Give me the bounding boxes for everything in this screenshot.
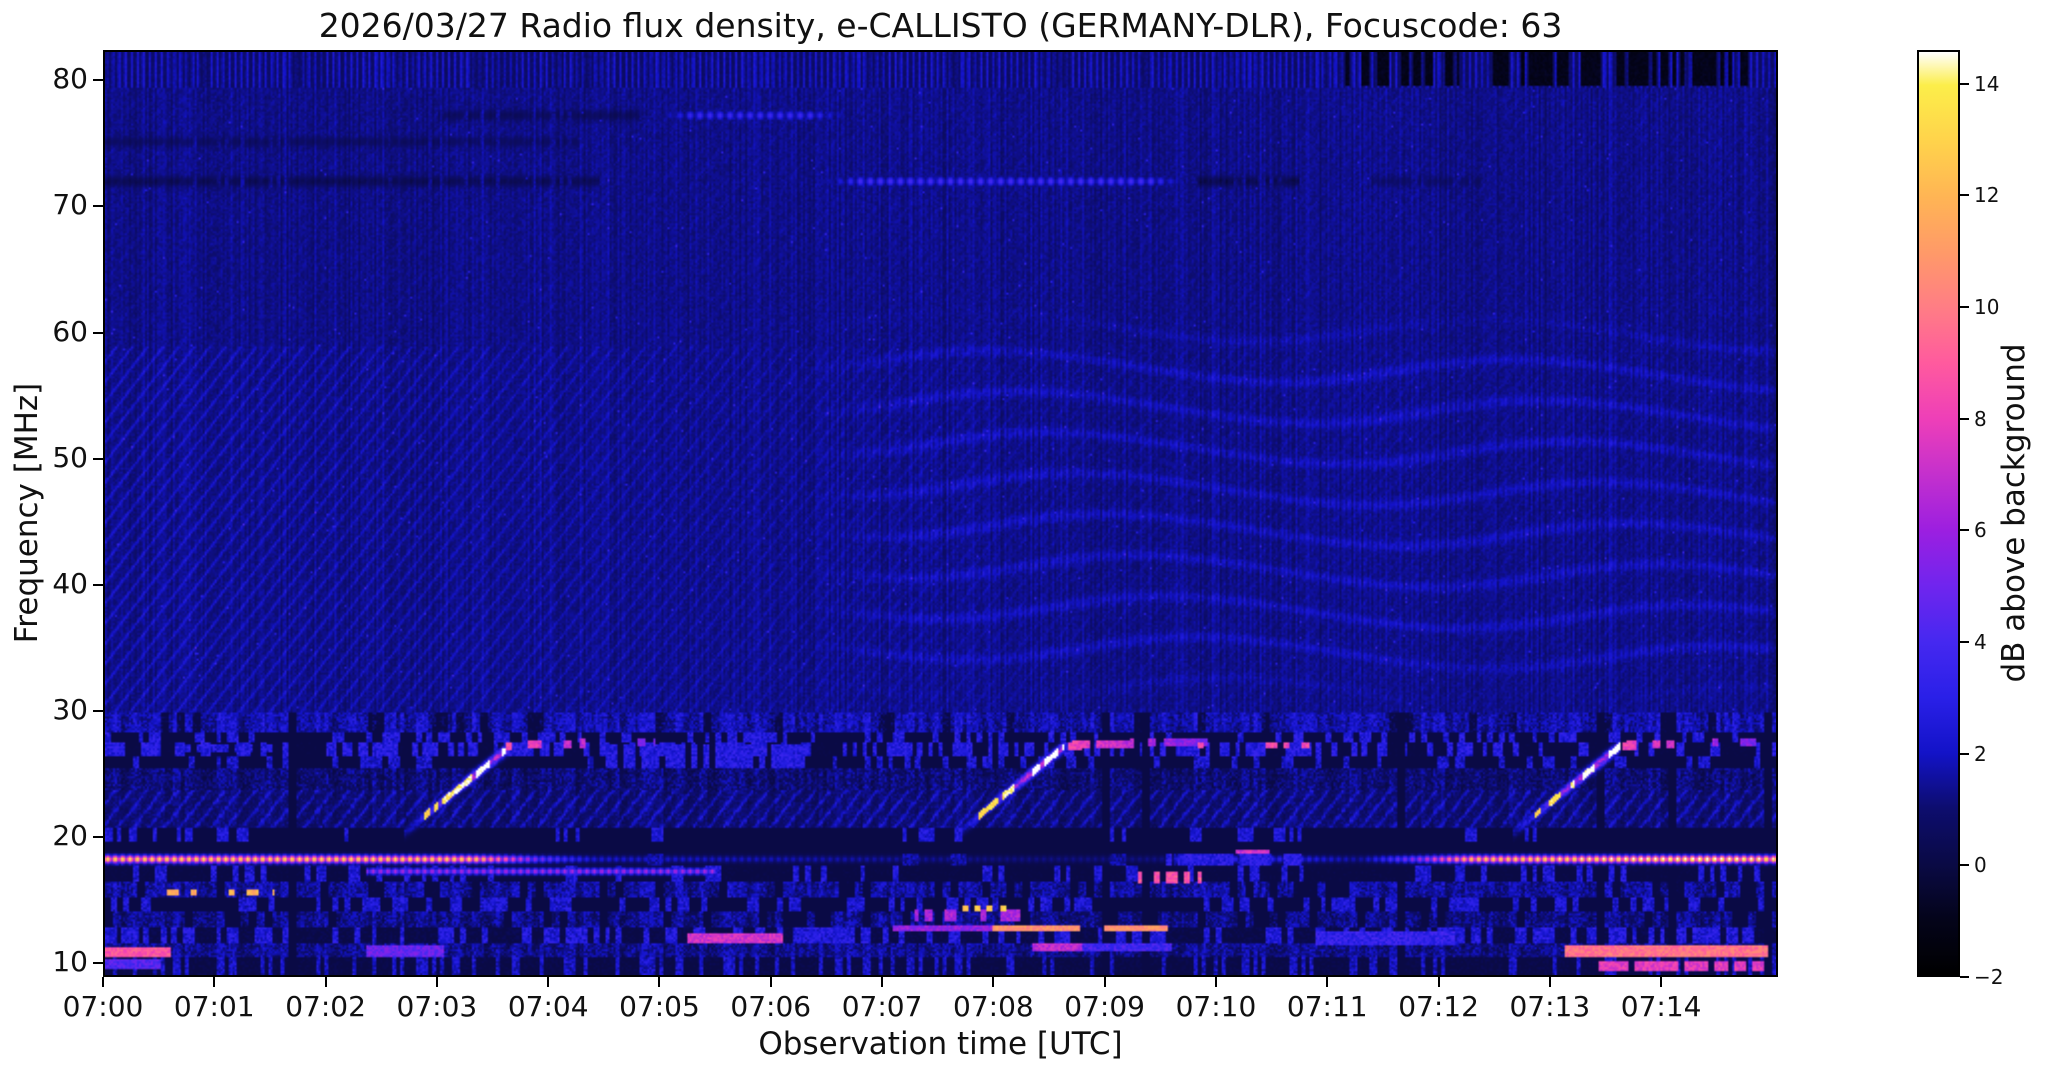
colorbar-gradient [1917, 50, 1960, 977]
colorbar-tick-label: 2 [1974, 741, 1987, 766]
y-tick-label: 70 [52, 188, 88, 222]
colorbar-tick-label: 6 [1974, 518, 1987, 543]
colorbar-tick-label: −2 [1974, 965, 2004, 989]
colorbar-tick-label: 10 [1974, 294, 2000, 319]
x-tick [769, 977, 772, 987]
y-tick-label: 10 [52, 945, 88, 979]
x-tick-label: 07:06 [730, 990, 812, 1023]
x-tick [1548, 977, 1551, 987]
x-tick-label: 07:12 [1398, 990, 1479, 1023]
colorbar-tick [1960, 305, 1969, 308]
x-tick-label: 07:03 [396, 990, 478, 1023]
colorbar-tick-label: 0 [1974, 853, 1987, 878]
colorbar-tick [1960, 640, 1969, 643]
chart-title: 2026/03/27 Radio flux density, e-CALLIST… [318, 6, 1563, 45]
x-tick [992, 977, 995, 987]
x-tick [658, 977, 661, 987]
y-tick [93, 962, 103, 965]
colorbar-tick [1960, 194, 1969, 197]
x-tick-label: 07:05 [619, 990, 700, 1023]
x-tick [102, 977, 104, 987]
colorbar-tick-label: 12 [1974, 183, 2000, 208]
colorbar-tick [1960, 752, 1969, 755]
y-tick-label: 40 [52, 566, 88, 600]
x-tick [435, 977, 438, 987]
y-tick [93, 79, 103, 82]
x-tick [1437, 977, 1440, 987]
y-tick-label: 20 [52, 819, 88, 853]
colorbar-tick-label: 4 [1974, 629, 1987, 654]
y-tick [93, 331, 103, 334]
y-tick-label: 50 [52, 440, 88, 474]
x-tick-label: 07:09 [1064, 990, 1146, 1023]
x-tick [547, 977, 550, 987]
x-tick-label: 07:10 [1175, 990, 1257, 1023]
colorbar-tick [1960, 529, 1969, 532]
colorbar-tick [1960, 82, 1969, 85]
x-tick [1214, 977, 1217, 987]
colorbar-tick-label: 8 [1974, 406, 1987, 431]
y-tick [93, 457, 103, 460]
y-tick-label: 30 [52, 693, 88, 727]
colorbar-tick [1960, 976, 1969, 978]
x-tick [1660, 977, 1663, 987]
y-tick [93, 836, 103, 838]
y-tick [93, 583, 103, 586]
x-axis-label: Observation time [UTC] [758, 1026, 1123, 1062]
x-tick-label: 07:13 [1509, 990, 1591, 1023]
x-tick [1103, 977, 1106, 987]
spectrogram-canvas [105, 52, 1776, 975]
x-tick [324, 977, 327, 987]
x-tick-label: 07:02 [285, 990, 366, 1023]
colorbar-tick-label: 14 [1974, 71, 2000, 96]
x-tick-label: 07:00 [62, 990, 144, 1023]
spectrogram-plot [103, 50, 1778, 977]
x-tick-label: 07:04 [507, 990, 589, 1023]
x-tick-label: 07:07 [841, 990, 923, 1023]
colorbar-tick [1960, 864, 1969, 867]
colorbar-tick [1960, 417, 1969, 420]
colorbar-label: dB above background [1996, 343, 2032, 683]
x-tick [213, 977, 216, 987]
y-tick-label: 60 [52, 314, 88, 348]
x-tick [881, 977, 884, 987]
y-axis-label: Frequency [MHz] [9, 382, 45, 644]
x-tick [1326, 977, 1329, 987]
x-tick-label: 07:01 [173, 990, 255, 1023]
x-tick-label: 07:14 [1620, 990, 1702, 1023]
x-tick-label: 07:11 [1286, 990, 1368, 1023]
y-tick-label: 80 [52, 62, 88, 96]
x-tick-label: 07:08 [953, 990, 1034, 1023]
y-tick [93, 205, 103, 208]
y-tick [93, 709, 103, 712]
